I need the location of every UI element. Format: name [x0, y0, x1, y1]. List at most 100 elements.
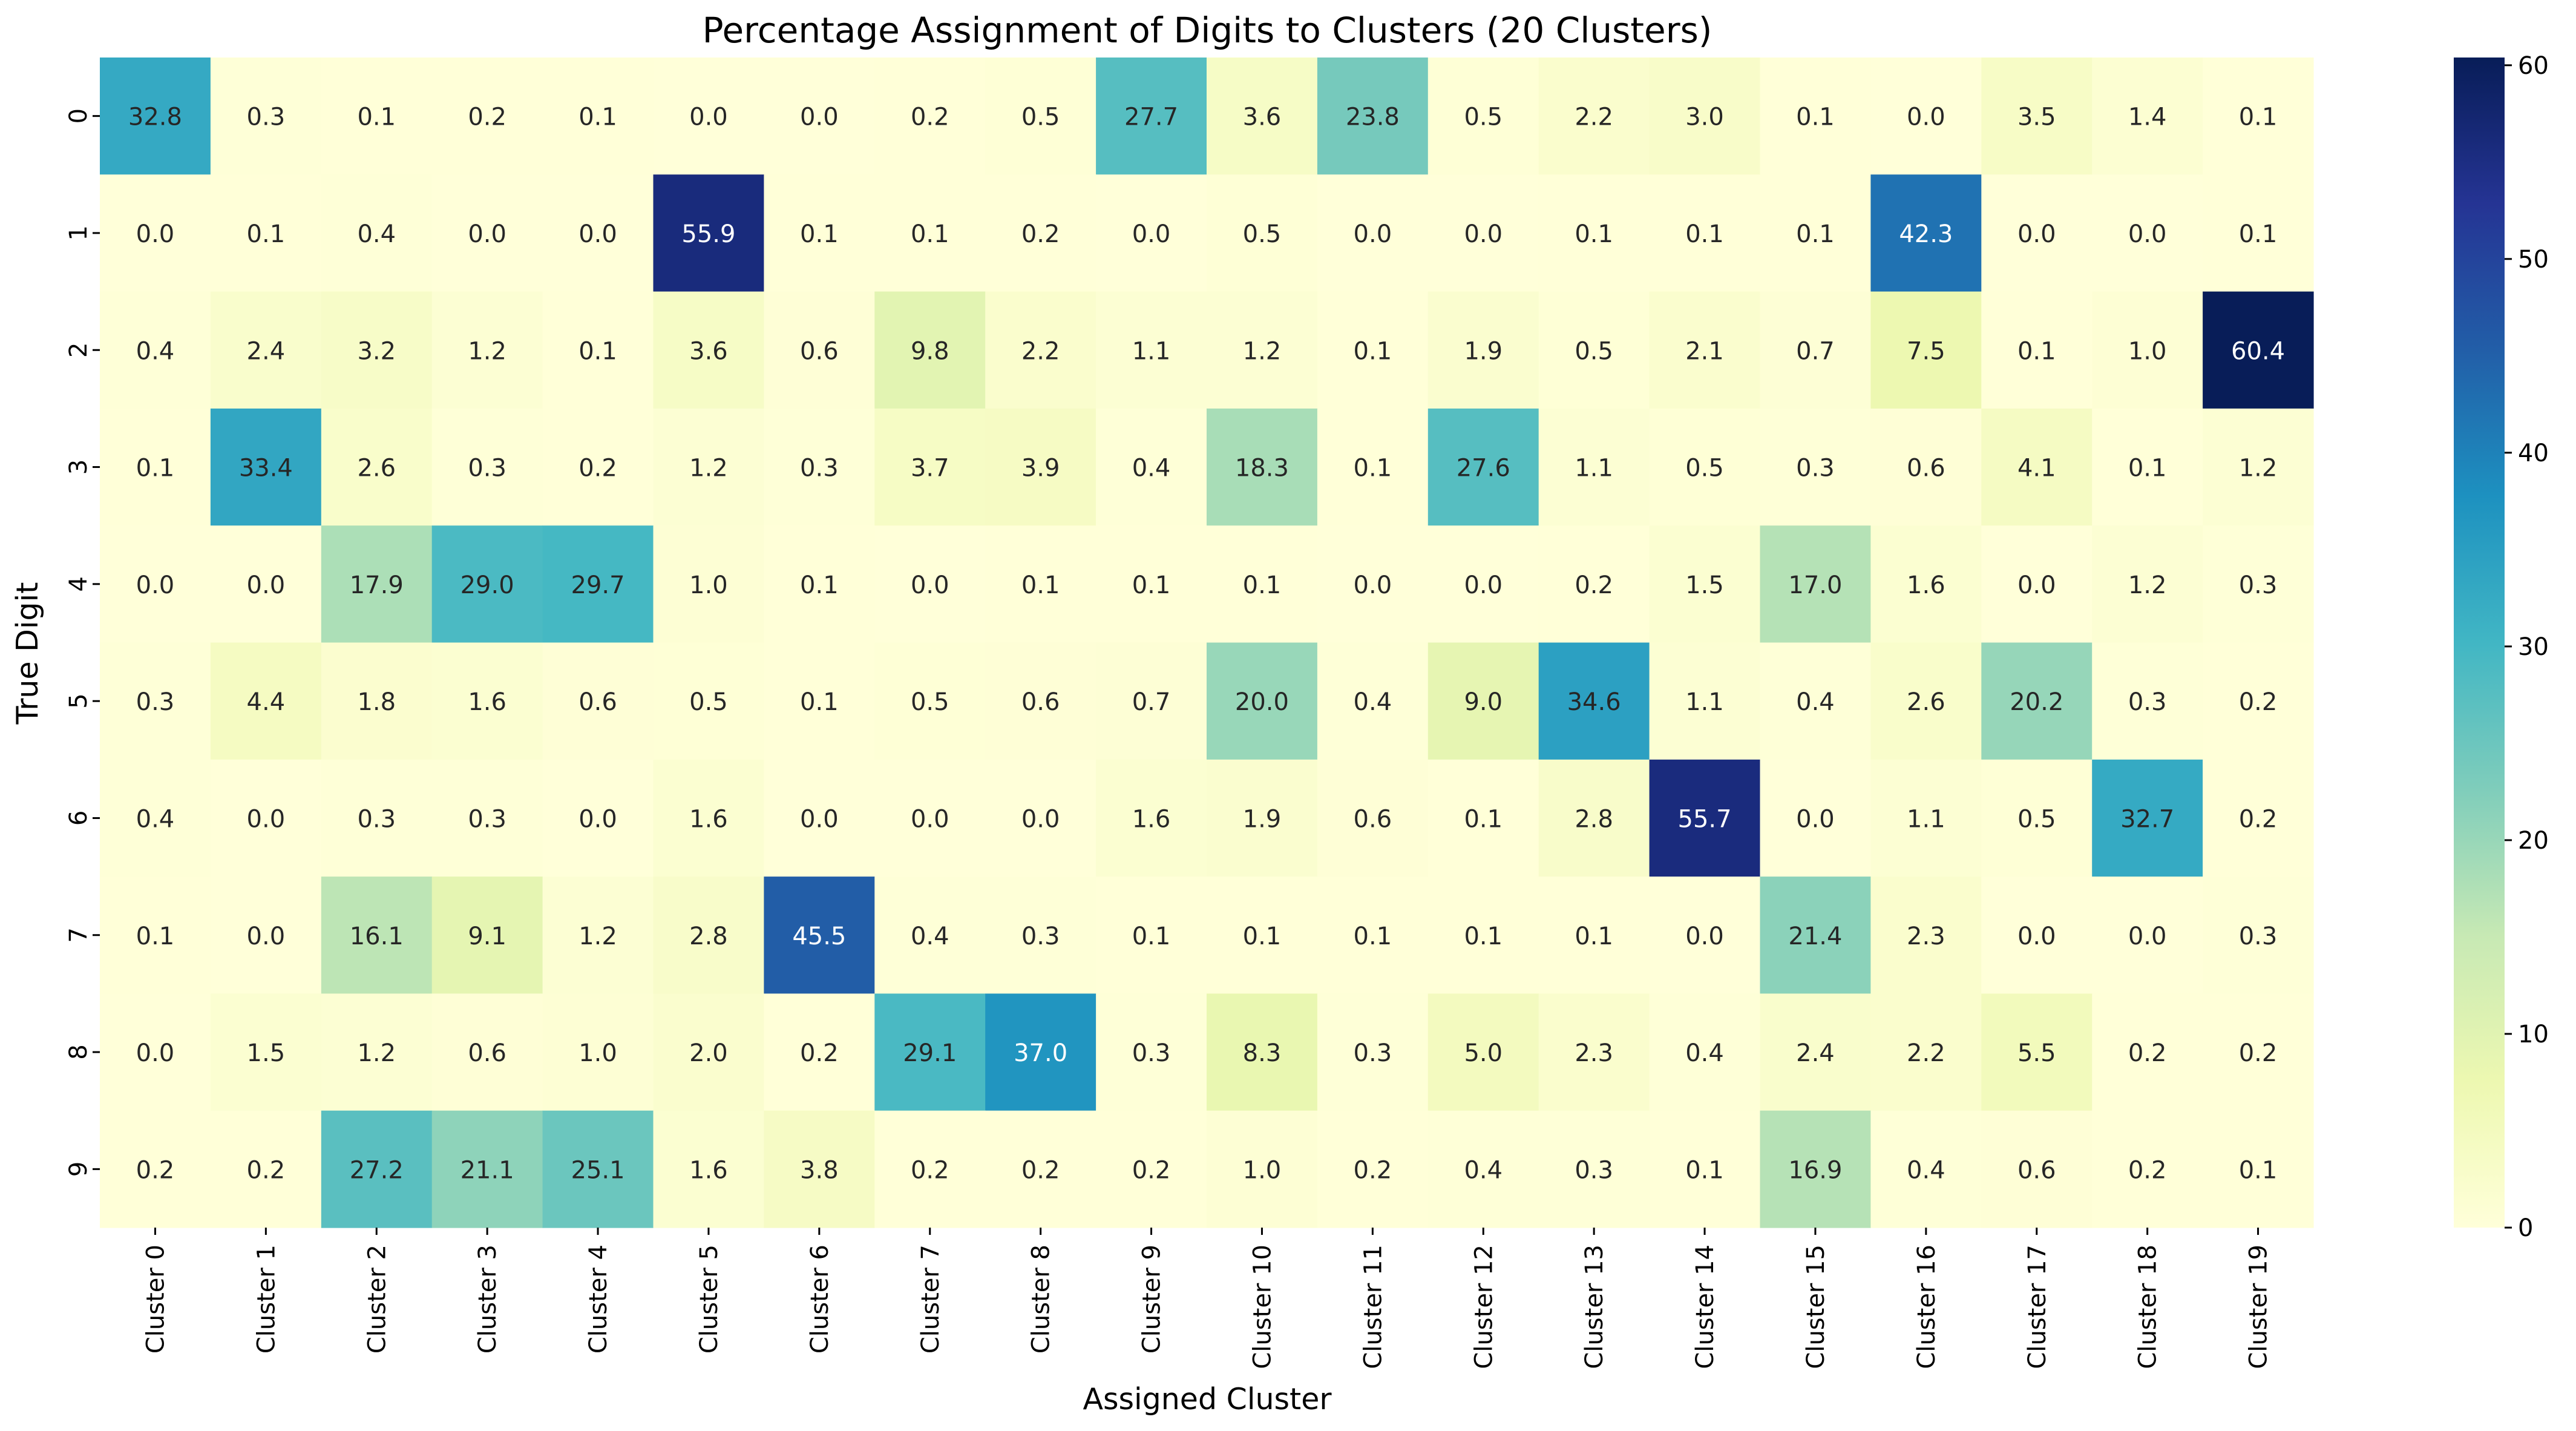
heatmap-cell	[542, 174, 654, 292]
cell-value-label: 17.0	[1788, 571, 1842, 599]
x-tick-label: Cluster 4	[585, 1245, 612, 1354]
cell-value-label: 17.9	[350, 571, 404, 599]
cell-value-label: 2.6	[1907, 688, 1945, 716]
cell-value-label: 0.5	[689, 688, 728, 716]
heatmap-cell	[321, 408, 433, 526]
cell-value-label: 0.1	[1685, 1156, 1724, 1184]
heatmap-cell	[653, 174, 764, 292]
cell-value-label: 0.6	[1907, 455, 1945, 482]
heatmap-cell	[210, 1110, 322, 1228]
cell-value-label: 0.2	[1575, 571, 1613, 599]
heatmap-cell	[1096, 291, 1207, 409]
heatmap-cell	[1870, 1110, 1982, 1228]
cell-value-label: 0.0	[911, 805, 949, 833]
heatmap-cell	[321, 993, 433, 1111]
cell-value-label: 0.4	[1907, 1156, 1945, 1184]
cell-value-label: 3.6	[1243, 104, 1282, 131]
y-axis-ticks: 0 1 2 3 4 5 6 7 8 9	[65, 108, 100, 1177]
cell-value-label: 0.2	[468, 104, 506, 131]
heatmap-cell	[653, 1110, 764, 1228]
x-tick-label: Cluster 18	[2134, 1245, 2162, 1369]
cell-value-label: 0.3	[357, 805, 396, 833]
heatmap-cell	[431, 174, 543, 292]
cell-value-label: 0.3	[1021, 923, 1060, 950]
cell-value-label: 1.0	[578, 1039, 617, 1067]
cell-value-label: 32.7	[2120, 805, 2174, 833]
heatmap-cell	[1317, 993, 1429, 1111]
colorbar-tick-label: 40	[2518, 439, 2549, 467]
heatmap-cell	[1760, 1110, 1871, 1228]
heatmap-cell	[1096, 525, 1207, 643]
heatmap-cell	[2092, 291, 2203, 409]
cell-value-label: 1.1	[1907, 805, 1945, 833]
heatmap-cell	[1649, 58, 1761, 175]
heatmap-cell	[653, 58, 764, 175]
cell-value-label: 0.0	[2017, 571, 2056, 599]
heatmap-cell	[210, 408, 322, 526]
heatmap-cell	[1538, 1110, 1650, 1228]
heatmap-cell	[653, 877, 764, 994]
heatmap-cell	[321, 1110, 433, 1228]
x-tick-label: Cluster 7	[917, 1245, 945, 1354]
cell-value-label: 0.2	[2128, 1156, 2167, 1184]
heatmap-cell	[985, 759, 1096, 877]
heatmap-cell	[1317, 1110, 1429, 1228]
cell-value-label: 1.0	[1243, 1156, 1282, 1184]
cell-value-label: 0.0	[468, 220, 506, 248]
heatmap-cell	[1207, 993, 1318, 1111]
cell-value-label: 4.4	[247, 688, 286, 716]
heatmap-cell	[1207, 291, 1318, 409]
cell-value-label: 0.3	[468, 805, 506, 833]
heatmap-cell	[1760, 525, 1871, 643]
heatmap-cell	[542, 993, 654, 1111]
cell-value-label: 3.5	[2017, 104, 2056, 131]
cell-value-label: 3.0	[1685, 104, 1724, 131]
heatmap-cell	[1649, 525, 1761, 643]
heatmap-cell	[542, 877, 654, 994]
y-tick-label: 8	[65, 1044, 93, 1059]
heatmap-cell	[1207, 1110, 1318, 1228]
cell-value-label: 0.1	[1243, 923, 1282, 950]
cell-value-label: 60.4	[2231, 337, 2285, 365]
heatmap-cell	[653, 642, 764, 760]
heatmap-cell	[2092, 408, 2203, 526]
cell-value-label: 0.0	[2128, 220, 2167, 248]
cell-value-label: 0.2	[1021, 1156, 1060, 1184]
heatmap-cell	[542, 291, 654, 409]
heatmap-cell	[1981, 408, 2093, 526]
cell-value-label: 55.7	[1678, 805, 1732, 833]
heatmap-cell	[874, 1110, 986, 1228]
heatmap-cell	[1760, 58, 1871, 175]
cell-value-label: 29.0	[460, 571, 514, 599]
heatmap-cell	[1427, 525, 1539, 643]
x-tick-label: Cluster 10	[1248, 1245, 1276, 1369]
heatmap-cell	[2203, 1110, 2314, 1228]
heatmap-cell	[1096, 642, 1207, 760]
cell-value-label: 0.7	[1796, 337, 1835, 365]
cell-value-label: 0.1	[1243, 571, 1282, 599]
heatmap-cell	[1538, 993, 1650, 1111]
cell-value-label: 3.2	[357, 337, 396, 365]
heatmap-cell	[1096, 759, 1207, 877]
heatmap-cell	[1649, 408, 1761, 526]
heatmap-cell-labels: 32.8 0.3 0.1 0.2 0.1 0.0 0.0 0.2 0.5 27.7 3.6 23.8 0…	[128, 104, 2285, 1185]
cell-value-label: 0.1	[1464, 805, 1503, 833]
cell-value-label: 0.7	[1132, 688, 1171, 716]
cell-value-label: 3.8	[800, 1156, 839, 1184]
heatmap-cell	[1649, 759, 1761, 877]
heatmap-cell	[2092, 1110, 2203, 1228]
cell-value-label: 0.0	[800, 104, 839, 131]
cell-value-label: 1.6	[1907, 571, 1945, 599]
cell-value-label: 0.3	[800, 455, 839, 482]
cell-value-label: 0.5	[1575, 337, 1613, 365]
heatmap-cell	[100, 1110, 211, 1228]
heatmap-cell	[2203, 993, 2314, 1111]
heatmap-cell	[2203, 291, 2314, 409]
heatmap-cell	[1870, 58, 1982, 175]
cell-value-label: 0.0	[578, 220, 617, 248]
heatmap-cell	[542, 759, 654, 877]
y-tick-label: 3	[65, 459, 93, 475]
heatmap-cell	[1317, 58, 1429, 175]
cell-value-label: 2.8	[689, 923, 728, 950]
cell-value-label: 1.6	[689, 1156, 728, 1184]
